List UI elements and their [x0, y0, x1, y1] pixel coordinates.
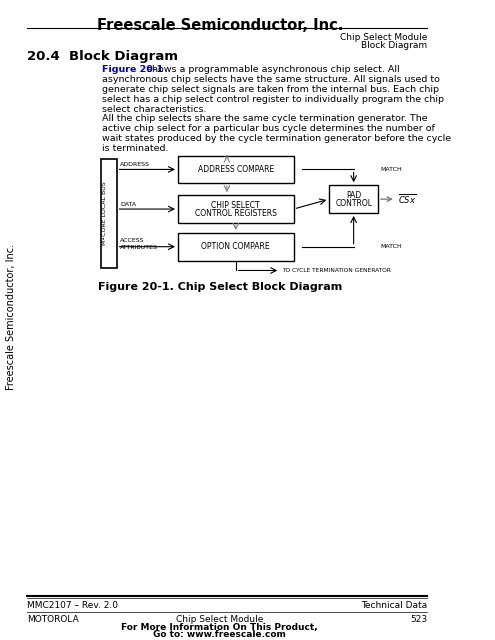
- Text: All the chip selects share the same cycle termination generator. The: All the chip selects share the same cycl…: [102, 114, 428, 123]
- Text: CONTROL: CONTROL: [335, 198, 372, 207]
- Text: Chip Select Module: Chip Select Module: [176, 615, 263, 624]
- Text: ADDRESS COMPARE: ADDRESS COMPARE: [198, 165, 274, 174]
- Text: Figure 20-1. Chip Select Block Diagram: Figure 20-1. Chip Select Block Diagram: [98, 282, 342, 292]
- Text: OPTION COMPARE: OPTION COMPARE: [201, 242, 270, 251]
- FancyBboxPatch shape: [100, 159, 116, 268]
- Text: Figure 20-1: Figure 20-1: [102, 65, 163, 74]
- Text: Go to: www.freescale.com: Go to: www.freescale.com: [153, 630, 286, 639]
- Text: 523: 523: [410, 615, 427, 624]
- Text: generate chip select signals are taken from the internal bus. Each chip: generate chip select signals are taken f…: [102, 85, 439, 94]
- Text: active chip select for a particular bus cycle determines the number of: active chip select for a particular bus …: [102, 124, 435, 133]
- Text: MATCH: MATCH: [380, 244, 401, 249]
- Text: M•CORE LOCAL BUS: M•CORE LOCAL BUS: [102, 181, 107, 245]
- Text: PAD: PAD: [346, 191, 361, 200]
- FancyBboxPatch shape: [178, 233, 294, 260]
- Text: Block Diagram: Block Diagram: [361, 40, 427, 50]
- Text: For More Information On This Product,: For More Information On This Product,: [121, 623, 318, 632]
- Text: is terminated.: is terminated.: [102, 143, 169, 153]
- Text: select characteristics.: select characteristics.: [102, 105, 207, 114]
- Text: ACCESS: ACCESS: [120, 237, 145, 243]
- Text: ADDRESS: ADDRESS: [120, 163, 150, 168]
- Text: asynchronous chip selects have the same structure. All signals used to: asynchronous chip selects have the same …: [102, 76, 440, 84]
- Text: MOTOROLA: MOTOROLA: [27, 615, 78, 624]
- Text: CONTROL REGISTERS: CONTROL REGISTERS: [195, 209, 277, 218]
- Text: ATTRIBUTES: ATTRIBUTES: [120, 244, 158, 250]
- FancyBboxPatch shape: [178, 195, 294, 223]
- Text: select has a chip select control register to individually program the chip: select has a chip select control registe…: [102, 95, 445, 104]
- Text: Freescale Semiconductor, Inc.: Freescale Semiconductor, Inc.: [97, 18, 343, 33]
- Text: Chip Select Module: Chip Select Module: [340, 33, 427, 42]
- Text: Technical Data: Technical Data: [361, 602, 427, 611]
- Text: CHIP SELECT: CHIP SELECT: [211, 200, 260, 209]
- Text: Freescale Semiconductor, Inc.: Freescale Semiconductor, Inc.: [5, 244, 16, 390]
- Text: DATA: DATA: [120, 202, 136, 207]
- Text: $\overline{CSx}$: $\overline{CSx}$: [397, 192, 416, 206]
- Text: wait states produced by the cycle termination generator before the cycle: wait states produced by the cycle termin…: [102, 134, 451, 143]
- Text: MATCH: MATCH: [380, 167, 401, 172]
- Text: 20.4  Block Diagram: 20.4 Block Diagram: [27, 49, 178, 63]
- Text: MMC2107 – Rev. 2.0: MMC2107 – Rev. 2.0: [27, 602, 118, 611]
- FancyBboxPatch shape: [329, 185, 378, 213]
- FancyBboxPatch shape: [178, 156, 294, 183]
- Text: TO CYCLE TERMINATION GENERATOR: TO CYCLE TERMINATION GENERATOR: [282, 268, 391, 273]
- Text: shows a programmable asynchronous chip select. All: shows a programmable asynchronous chip s…: [144, 65, 400, 74]
